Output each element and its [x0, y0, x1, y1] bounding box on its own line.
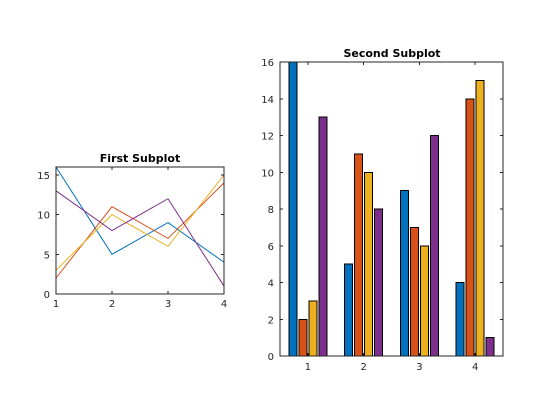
bar-category-4-series-1 — [455, 282, 465, 357]
second-subplot-y-tick-label: 16 — [261, 58, 274, 69]
bar-category-3-series-1 — [399, 190, 409, 357]
second-subplot-x-tick-label: 1 — [305, 362, 311, 373]
first-subplot-x-tick-label: 2 — [109, 299, 115, 310]
bar-category-3-series-3 — [419, 245, 429, 357]
first-subplot-line-series-3 — [55, 174, 225, 271]
second-subplot-x-tick-label: 4 — [472, 362, 478, 373]
first-subplot: First Subplot 1 2 3 4 0 5 10 15 — [37, 152, 227, 310]
second-subplot-y-tick-label: 10 — [261, 168, 274, 179]
second-subplot-title: Second Subplot — [343, 47, 440, 60]
first-subplot-series — [55, 166, 225, 287]
first-subplot-line-series-4 — [55, 190, 225, 287]
first-subplot-axes: 1 2 3 4 0 5 10 15 — [37, 166, 227, 310]
bar-category-3-series-4 — [429, 135, 439, 357]
second-subplot-y-tick-label: 6 — [268, 242, 274, 253]
first-subplot-x-tick-label: 4 — [221, 299, 227, 310]
bar-category-1-series-2 — [298, 318, 308, 357]
bar-category-1-series-4 — [318, 116, 328, 357]
first-subplot-y-tick-label: 15 — [37, 171, 50, 182]
bar-category-1-series-3 — [308, 300, 318, 357]
first-subplot-x-tick-label: 1 — [53, 299, 59, 310]
second-subplot-y-tick-label: 4 — [268, 279, 274, 290]
first-subplot-y-tick-label: 10 — [37, 211, 50, 222]
bar-category-2-series-4 — [374, 208, 384, 357]
second-subplot-y-tick-label: 2 — [268, 315, 274, 326]
bar-category-4-series-4 — [485, 337, 495, 357]
second-subplot-bars — [288, 61, 495, 357]
first-subplot-title: First Subplot — [100, 152, 180, 165]
second-subplot-y-tick-label: 8 — [268, 205, 274, 216]
second-subplot-x-tick-label: 3 — [416, 362, 422, 373]
second-subplot-y-tick-label: 0 — [268, 352, 274, 363]
bar-category-1-series-1 — [288, 61, 298, 357]
first-subplot-axes-box — [55, 166, 225, 295]
first-subplot-x-tick-label: 3 — [165, 299, 171, 310]
bar-category-3-series-2 — [409, 226, 419, 357]
bar-category-2-series-3 — [364, 171, 374, 357]
first-subplot-y-tick-label: 5 — [44, 250, 50, 261]
bar-category-4-series-3 — [475, 79, 485, 357]
first-subplot-y-tick-label: 0 — [44, 290, 50, 301]
second-subplot-x-tick-label: 2 — [360, 362, 366, 373]
second-subplot-y-tick-label: 12 — [261, 132, 274, 143]
bar-category-2-series-1 — [344, 263, 354, 357]
second-subplot-y-tick-label: 14 — [261, 95, 274, 106]
bar-category-4-series-2 — [465, 98, 475, 357]
bar-category-2-series-2 — [354, 153, 364, 357]
